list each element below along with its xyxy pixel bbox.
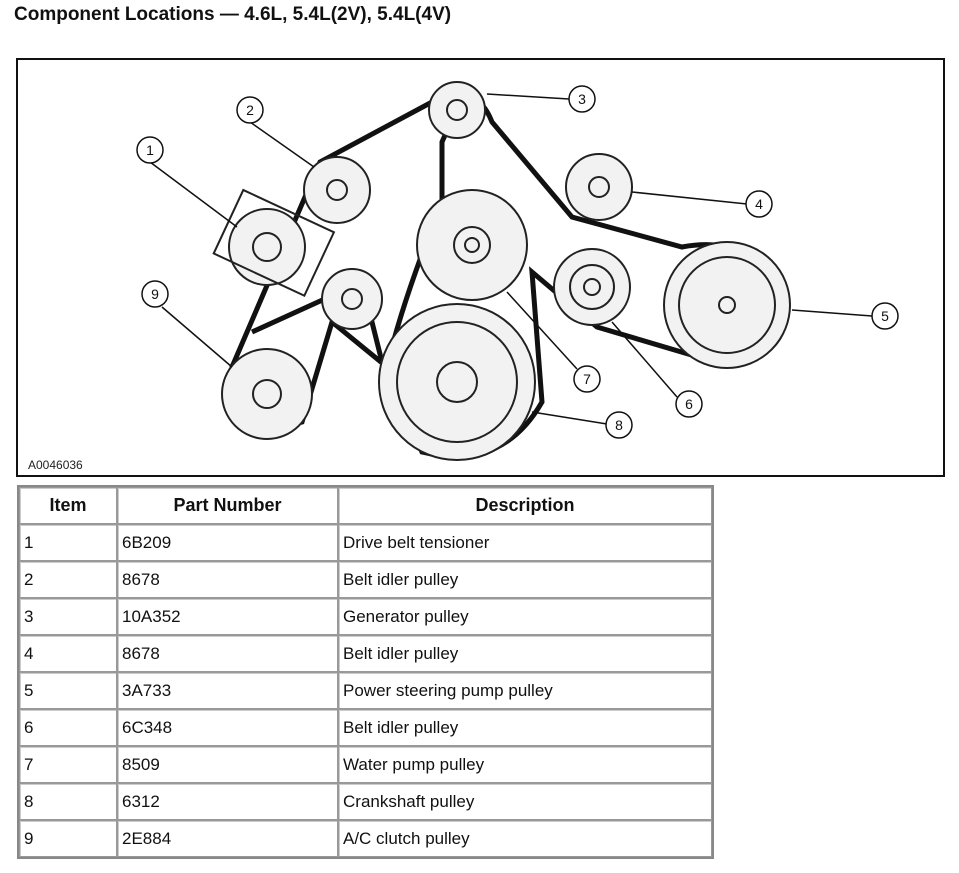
cell-part-number: 3A733: [117, 672, 338, 709]
cell-item: 5: [19, 672, 117, 709]
svg-text:7: 7: [583, 371, 591, 387]
cell-item: 8: [19, 783, 117, 820]
table-row: 8 6312 Crankshaft pulley: [19, 783, 712, 820]
figure-id: A0046036: [28, 458, 83, 472]
cell-part-number: 10A352: [117, 598, 338, 635]
cell-part-number: 6B209: [117, 524, 338, 561]
svg-text:4: 4: [755, 196, 763, 212]
callout-6: 6: [675, 390, 703, 418]
cell-item: 2: [19, 561, 117, 598]
header-description: Description: [338, 487, 712, 524]
cell-part-number: 8678: [117, 635, 338, 672]
callout-1: 1: [136, 136, 164, 164]
table-row: 1 6B209 Drive belt tensioner: [19, 524, 712, 561]
svg-text:1: 1: [146, 142, 154, 158]
cell-description: Power steering pump pulley: [338, 672, 712, 709]
header-part-number: Part Number: [117, 487, 338, 524]
svg-text:3: 3: [578, 91, 586, 107]
table-row: 5 3A733 Power steering pump pulley: [19, 672, 712, 709]
svg-text:2: 2: [246, 102, 254, 118]
cell-part-number: 8678: [117, 561, 338, 598]
table-header-row: Item Part Number Description: [19, 487, 712, 524]
page-title: Component Locations — 4.6L, 5.4L(2V), 5.…: [14, 4, 452, 25]
cell-part-number: 6312: [117, 783, 338, 820]
svg-text:9: 9: [151, 286, 159, 302]
table-row: 7 8509 Water pump pulley: [19, 746, 712, 783]
cell-item: 7: [19, 746, 117, 783]
table-row: 6 6C348 Belt idler pulley: [19, 709, 712, 746]
cell-item: 4: [19, 635, 117, 672]
cell-item: 3: [19, 598, 117, 635]
cell-item: 1: [19, 524, 117, 561]
table-row: 3 10A352 Generator pulley: [19, 598, 712, 635]
callout-4: 4: [745, 190, 773, 218]
callout-2: 2: [236, 96, 264, 124]
cell-description: Belt idler pulley: [338, 635, 712, 672]
cell-description: A/C clutch pulley: [338, 820, 712, 857]
cell-description: Generator pulley: [338, 598, 712, 635]
drive-belt: [229, 98, 790, 459]
table-row: 9 2E884 A/C clutch pulley: [19, 820, 712, 857]
callout-9: 9: [141, 280, 169, 308]
cell-description: Belt idler pulley: [338, 709, 712, 746]
svg-text:8: 8: [615, 417, 623, 433]
parts-table: Item Part Number Description 1 6B209 Drive…: [17, 485, 714, 859]
cell-description: Crankshaft pulley: [338, 783, 712, 820]
pulley-illustration: 1 2 3 4 5 6 7 8 9: [136, 81, 899, 461]
callout-8: 8: [605, 411, 633, 439]
cell-part-number: 8509: [117, 746, 338, 783]
cell-item: 6: [19, 709, 117, 746]
header-item: Item: [19, 487, 117, 524]
cell-description: Belt idler pulley: [338, 561, 712, 598]
belt-routing-diagram: 1 2 3 4 5 6 7 8 9 A0046036: [16, 58, 945, 477]
callout-3: 3: [568, 85, 596, 113]
svg-text:6: 6: [685, 396, 693, 412]
cell-part-number: 2E884: [117, 820, 338, 857]
table-row: 4 8678 Belt idler pulley: [19, 635, 712, 672]
callout-7: 7: [573, 365, 601, 393]
svg-text:5: 5: [881, 308, 889, 324]
callout-labels: 1 2 3 4 5 6 7 8 9: [136, 85, 899, 439]
cell-part-number: 6C348: [117, 709, 338, 746]
callout-5: 5: [871, 302, 899, 330]
cell-description: Drive belt tensioner: [338, 524, 712, 561]
cell-description: Water pump pulley: [338, 746, 712, 783]
table-row: 2 8678 Belt idler pulley: [19, 561, 712, 598]
cell-item: 9: [19, 820, 117, 857]
